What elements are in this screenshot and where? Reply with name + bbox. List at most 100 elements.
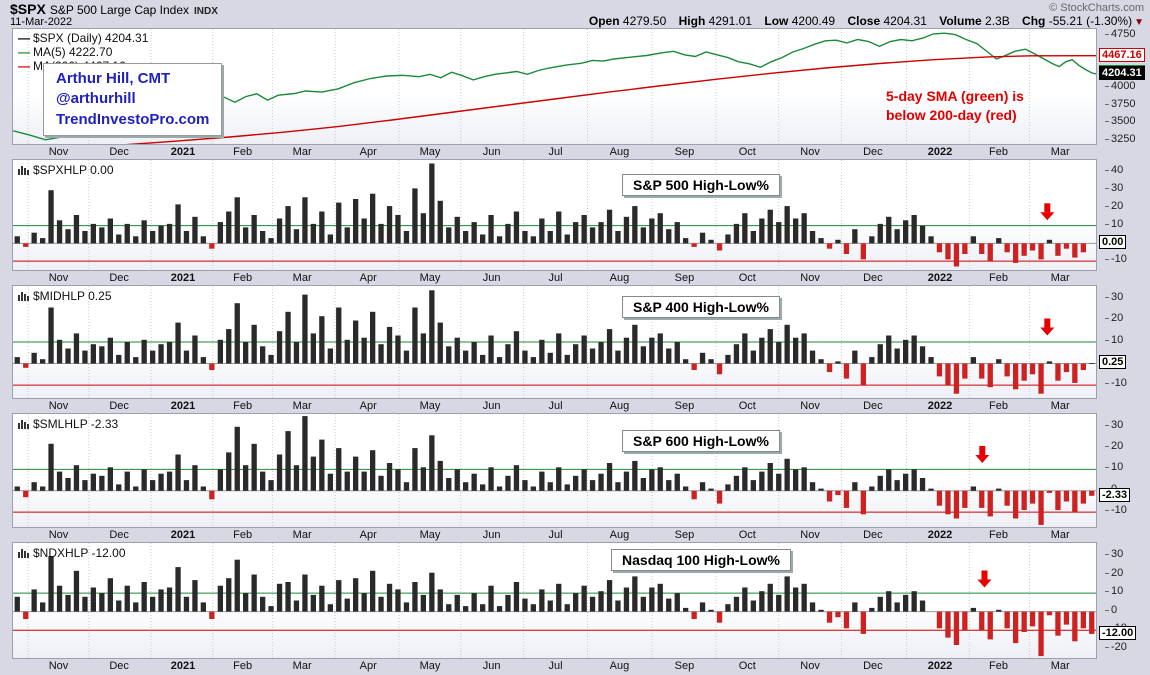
panel-title: S&P 500 High-Low%: [622, 174, 780, 196]
month-label: Mar: [1050, 529, 1070, 541]
month-label: 2021: [170, 660, 196, 672]
smlhlp-panel: $SMLHLP -2.33 S&P 600 High-Low%: [12, 413, 1097, 528]
month-axis: Nov Dec 2021 Feb Mar Apr May Jun Jul Aug Sep Oct Nov…: [0, 528, 1150, 542]
axis-tick-label: 3750: [1105, 98, 1135, 110]
month-label: May: [419, 660, 441, 672]
month-label: Dec: [863, 660, 883, 672]
axis-tick-label: 10: [1105, 585, 1123, 597]
last-value-label: 4467.16: [1099, 48, 1145, 62]
last-value-label: 0.25: [1099, 355, 1127, 369]
month-axis: Nov Dec 2021 Feb Mar Apr May Jun Jul Aug Sep Oct Nov…: [0, 659, 1150, 674]
month-label: 2021: [170, 400, 196, 412]
month-label: Nov: [48, 146, 69, 158]
symbol-name: S&P 500 Large Cap Index: [49, 3, 190, 17]
axis-tick-label: 10: [1105, 461, 1123, 473]
axis-tick-label: 30: [1105, 419, 1123, 431]
chart-stack: —$SPX (Daily) 4204.31 —MA(5) 4222.70 —MA…: [0, 28, 1150, 675]
open-value: 4279.50: [622, 14, 667, 28]
month-label: May: [419, 400, 441, 412]
month-label: Sep: [674, 272, 695, 284]
month-label: Feb: [233, 272, 253, 284]
panel-title: Nasdaq 100 High-Low%: [611, 549, 791, 571]
line-swatch-icon: —: [18, 59, 30, 73]
month-label: Feb: [989, 529, 1008, 541]
close-value: 4204.31: [883, 14, 927, 28]
month-label: May: [419, 146, 441, 158]
author-handle: @arthurhill: [56, 90, 136, 108]
month-label: Aug: [609, 660, 630, 672]
high-value: 4291.01: [708, 14, 753, 28]
month-label: 2021: [170, 272, 196, 284]
month-label: Feb: [233, 660, 253, 672]
month-label: Nov: [800, 146, 820, 158]
panel-symbol-label: $MIDHLP 0.25: [33, 289, 112, 303]
month-axis: Nov Dec 2021 Feb Mar Apr May Jun Jul Aug Sep Oct Nov…: [0, 271, 1150, 285]
month-label: Feb: [989, 400, 1008, 412]
copyright: © StockCharts.com: [1049, 2, 1144, 14]
axis-tick-label: 3500: [1105, 115, 1135, 127]
month-label: Nov: [800, 400, 820, 412]
price-axis: 475040003750350032504467.164222.704204.3…: [1098, 28, 1150, 145]
chart-date: 11-Mar-2022: [10, 16, 73, 28]
month-label: Nov: [48, 400, 69, 412]
month-label: Apr: [359, 272, 377, 284]
month-label: Nov: [48, 272, 69, 284]
high-label: High: [678, 14, 706, 28]
smlhlp-legend: $SMLHLP -2.33: [18, 417, 118, 431]
chg-label: Chg: [1022, 14, 1046, 28]
month-label: 2022: [927, 529, 953, 541]
month-label: Oct: [738, 400, 756, 412]
spxhlp-legend: $SPXHLP 0.00: [18, 163, 114, 177]
month-label: Aug: [609, 529, 630, 541]
month-label: Dec: [863, 146, 883, 158]
change-down-icon[interactable]: ▼: [1134, 17, 1144, 28]
volume-value: 2.3B: [985, 14, 1010, 28]
month-label: Mar: [292, 660, 312, 672]
axis-tick-label: 20: [1105, 567, 1123, 579]
month-label: 2021: [170, 146, 196, 158]
low-value: 4200.49: [791, 14, 836, 28]
axis-tick-label: 20: [1105, 312, 1123, 324]
author-site: TrendInvestoPro.com: [56, 110, 210, 128]
month-label: Jun: [482, 272, 501, 284]
month-label: Jul: [548, 529, 563, 541]
line-swatch-icon: —: [18, 45, 30, 59]
axis-tick-label: 30: [1105, 548, 1123, 560]
month-label: Mar: [1050, 272, 1070, 284]
low-label: Low: [764, 14, 789, 28]
month-label: Jul: [548, 272, 563, 284]
plot-svg: [13, 160, 1096, 270]
month-label: Apr: [359, 146, 377, 158]
month-label: Mar: [292, 529, 312, 541]
month-label: Jul: [548, 660, 563, 672]
chg-value: -55.21 (-1.30%): [1048, 14, 1133, 28]
ndxhlp-plot: [13, 543, 1096, 658]
month-label: Mar: [1050, 400, 1070, 412]
author-name: Arthur Hill, CMT: [56, 70, 171, 87]
legend-label: MA(5) 4222.70: [33, 45, 113, 59]
month-axis: Nov Dec 2021 Feb Mar Apr May Jun Jul Aug Sep Oct Nov…: [0, 399, 1150, 413]
axis-tick-label: -20: [1105, 641, 1127, 653]
midhlp-legend: $MIDHLP 0.25: [18, 289, 112, 303]
month-label: Aug: [609, 400, 630, 412]
axis-tick-label: 20: [1105, 440, 1123, 452]
month-label: May: [419, 272, 441, 284]
exchange-label: INDX: [194, 6, 218, 17]
title-row: $SPX S&P 500 Large Cap Index INDX © StockC…: [10, 1, 1144, 17]
legend-item-spx: — $SPX (Daily) 4204.31: [18, 31, 148, 45]
volume-label: Volume: [939, 14, 982, 28]
month-label: Dec: [109, 400, 129, 412]
midhlp-plot: [13, 286, 1096, 398]
author-annotation: Arthur Hill, CMT @arthurhill TrendInvest…: [43, 63, 223, 136]
month-label: Nov: [48, 529, 69, 541]
month-label: 2022: [927, 272, 953, 284]
month-label: Jun: [482, 529, 501, 541]
histogram-icon: [18, 292, 29, 301]
month-label: Sep: [674, 146, 695, 158]
month-label: Sep: [674, 660, 695, 672]
month-label: Feb: [233, 529, 253, 541]
spxhlp-axis: 40 30 20 10 -10 0.00: [1098, 159, 1150, 271]
month-label: Feb: [989, 660, 1008, 672]
